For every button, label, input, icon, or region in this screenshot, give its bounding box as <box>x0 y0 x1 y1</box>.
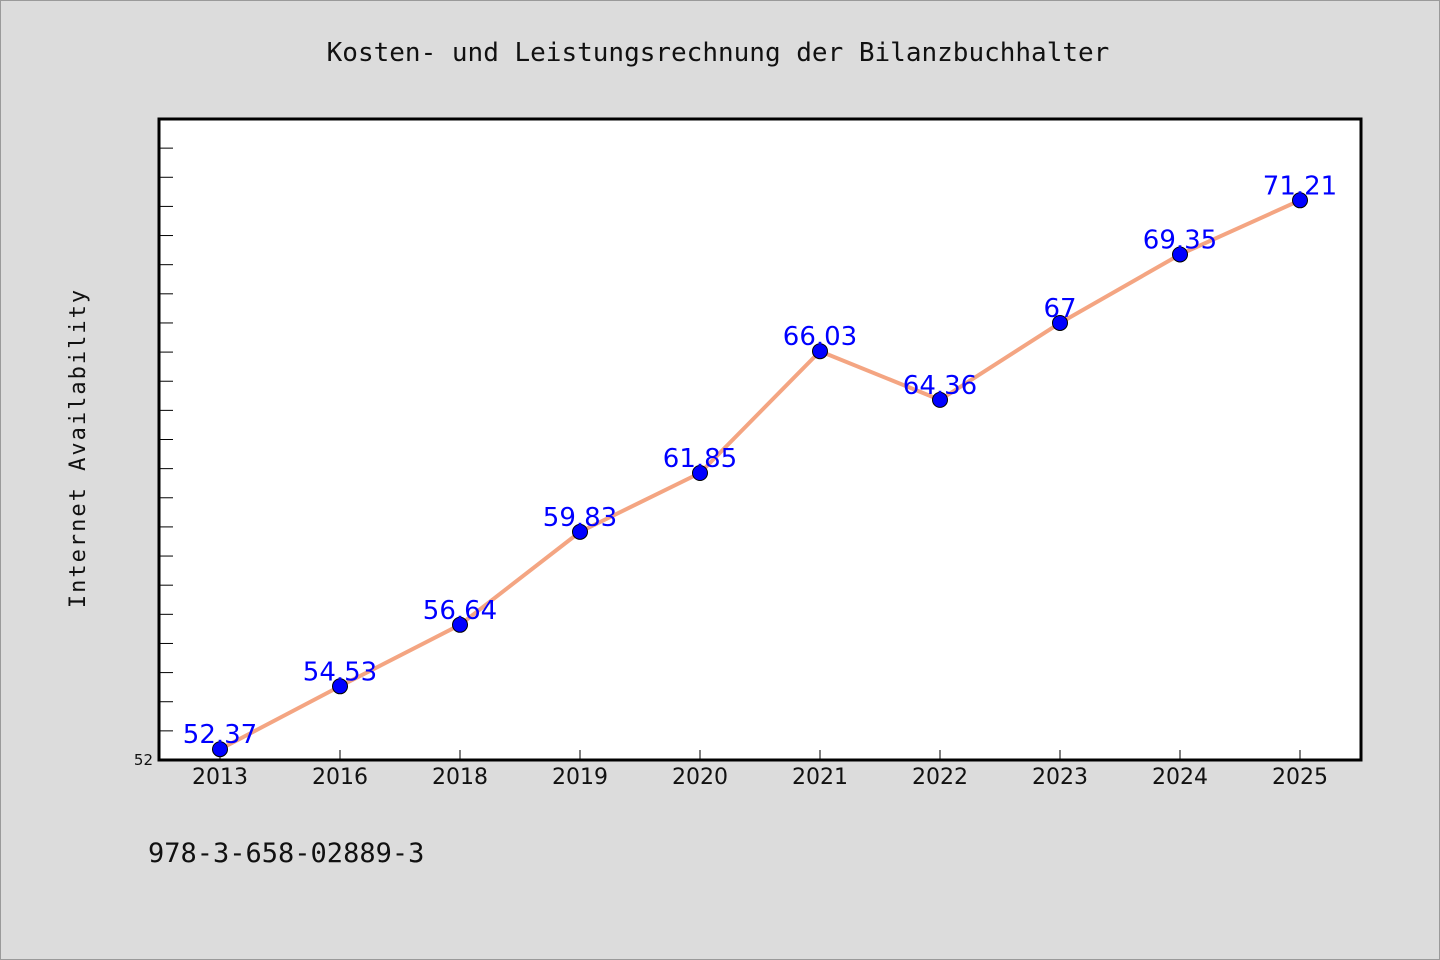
plot-border <box>157 117 1363 762</box>
series-line <box>218 198 1302 752</box>
x-tick-label: 2019 <box>552 765 608 790</box>
x-tick-label: 2020 <box>672 765 728 790</box>
data-label: 54.53 <box>303 657 377 687</box>
data-point-marker <box>932 391 948 408</box>
x-tick-label: 2022 <box>912 765 968 790</box>
data-point-marker <box>332 678 348 695</box>
data-label: 61.85 <box>663 444 737 474</box>
data-point-marker <box>572 523 588 540</box>
x-tick-label: 2018 <box>432 765 488 790</box>
x-tick-label: 2016 <box>312 765 368 790</box>
x-tick-label: 2024 <box>1152 765 1208 790</box>
data-labels: 52.37 54.53 56.64 59.83 61.85 66.03 64.36 67 69.… <box>183 171 1337 750</box>
data-point-marker <box>692 465 708 482</box>
data-label: 66.03 <box>783 322 857 352</box>
data-label: 59.83 <box>543 503 617 533</box>
data-label: 71.21 <box>1263 171 1337 201</box>
data-point-marker <box>212 741 228 758</box>
x-tick-label: 2013 <box>192 765 248 790</box>
data-point-marker <box>452 616 468 633</box>
data-point-marker <box>1292 192 1308 209</box>
data-label: 56.64 <box>423 596 497 626</box>
y-tick-label: 52 <box>134 751 153 769</box>
y-axis-ticks <box>159 118 173 761</box>
x-axis-ticks: 2013 2016 2018 2019 2020 2021 2022 2023 2024 2025 <box>192 750 1328 790</box>
x-tick-label: 2025 <box>1272 765 1328 790</box>
data-markers <box>212 192 1308 758</box>
chart-title: Kosten- und Leistungsrechnung der Bilanz… <box>327 38 1110 68</box>
data-label: 64.36 <box>903 371 977 401</box>
data-point-marker <box>812 343 828 360</box>
data-label: 69.35 <box>1143 225 1217 255</box>
data-label: 52.37 <box>183 720 257 750</box>
x-tick-label: 2021 <box>792 765 848 790</box>
data-point-marker <box>1052 314 1068 331</box>
isbn-text: 978-3-658-02889-3 <box>148 838 424 869</box>
y-axis-label: Internet Availability <box>66 288 91 608</box>
plot-area <box>159 119 1361 760</box>
data-label: 67 <box>1043 294 1076 324</box>
x-tick-label: 2023 <box>1032 765 1088 790</box>
data-point-marker <box>1172 246 1188 263</box>
